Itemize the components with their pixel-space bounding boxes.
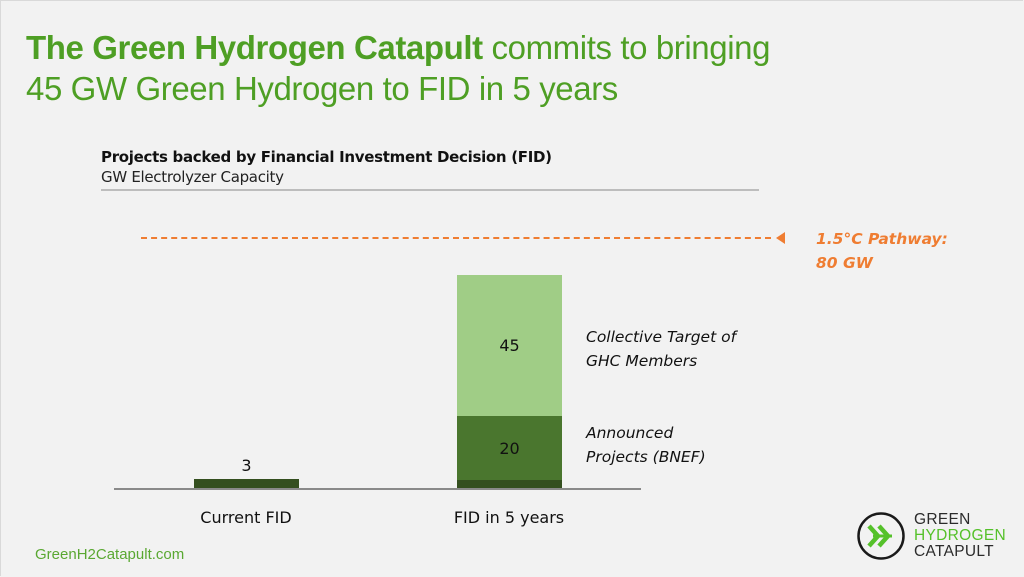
segment-value-20: 20: [499, 438, 520, 458]
segment-value-45: 45: [499, 336, 520, 355]
annotation-collective-target: Collective Target of GHC Members: [586, 328, 737, 370]
bar-current-fid: [194, 479, 299, 489]
category-current-fid: Current FID: [200, 508, 292, 527]
x-axis: [114, 488, 641, 490]
bar-fid5-announced-segment: 20: [457, 416, 562, 480]
logo-wordmark: GREEN HYDROGEN CATAPULT: [914, 511, 1006, 560]
bar-fid5-target-segment: 45: [457, 275, 562, 416]
pathway-label: 1.5°C Pathway: 80 GW: [816, 230, 948, 272]
chart-header: Projects backed by Financial Investment …: [101, 147, 759, 187]
catapult-logo: GREEN HYDROGEN CATAPULT: [856, 511, 1006, 561]
bar-current-fid-value: 3: [241, 456, 252, 475]
chart-subtitle: GW Electrolyzer Capacity: [101, 168, 284, 186]
arrow-left-icon: [776, 232, 785, 244]
category-fid-5-years: FID in 5 years: [453, 508, 565, 527]
title-line2: 45 GW Green Hydrogen to FID in 5 years: [26, 70, 618, 107]
pathway-reference-line: [141, 237, 771, 239]
double-chevron-circle-icon: [857, 512, 905, 560]
bar-fid5-base-segment: [457, 480, 562, 489]
title-rest: commits to bringing: [482, 29, 771, 66]
footer-website-link[interactable]: GreenH2Catapult.com: [35, 546, 185, 563]
header-divider: [101, 189, 759, 191]
annotation-announced-projects: Announced Projects (BNEF): [586, 424, 706, 466]
slide-title: The Green Hydrogen Catapult commits to b…: [26, 27, 770, 109]
title-bold: The Green Hydrogen Catapult: [26, 29, 483, 66]
chart-title: Projects backed by Financial Investment …: [101, 148, 552, 166]
